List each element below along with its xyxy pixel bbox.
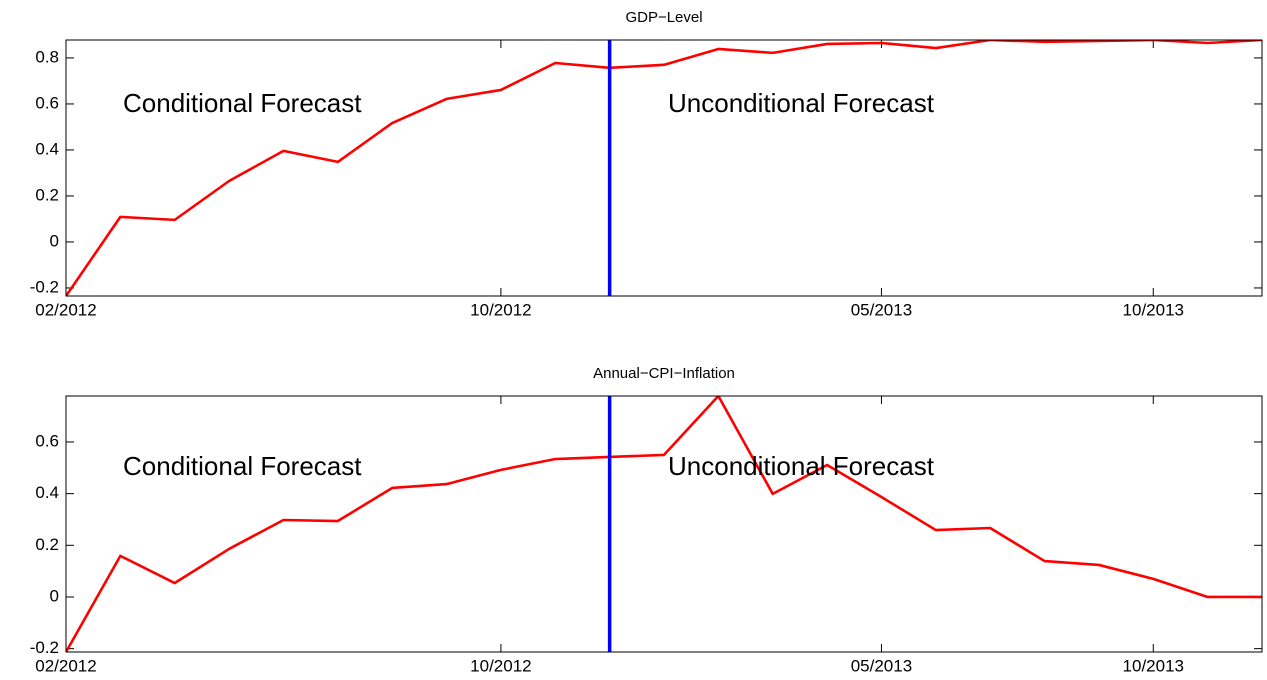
data-line: [66, 396, 1262, 652]
x-tick-label: 05/2013: [851, 656, 912, 675]
data-line: [66, 40, 1262, 296]
y-tick-label: -0.2: [30, 638, 59, 657]
annotation: Conditional Forecast: [123, 451, 362, 481]
y-tick-label: 0.2: [35, 535, 59, 554]
x-tick-label: 02/2012: [35, 656, 96, 675]
y-tick-label: 0.2: [35, 185, 59, 204]
x-tick-label: 02/2012: [35, 300, 96, 319]
x-tick-label: 10/2013: [1123, 656, 1184, 675]
y-tick-label: -0.2: [30, 277, 59, 296]
x-tick-label: 10/2013: [1123, 300, 1184, 319]
y-tick-label: 0.6: [35, 431, 59, 450]
annotation: Unconditional Forecast: [668, 451, 935, 481]
y-tick-label: 0: [50, 586, 59, 605]
chart-title: GDP−Level: [625, 9, 702, 26]
plot-area: [66, 40, 1262, 296]
y-tick-label: 0: [50, 231, 59, 250]
chart-title: Annual−CPI−Inflation: [593, 365, 735, 382]
annotation: Unconditional Forecast: [668, 88, 935, 118]
y-tick-label: 0.6: [35, 93, 59, 112]
x-tick-label: 10/2012: [470, 656, 531, 675]
y-tick-label: 0.4: [35, 483, 59, 502]
annotation: Conditional Forecast: [123, 88, 362, 118]
x-tick-label: 05/2013: [851, 300, 912, 319]
plot-area: [66, 396, 1262, 652]
x-tick-label: 10/2012: [470, 300, 531, 319]
axes-box: [65, 39, 1263, 297]
y-tick-label: 0.8: [35, 47, 59, 66]
y-tick-label: 0.4: [35, 139, 59, 158]
axes-box: [65, 395, 1263, 653]
